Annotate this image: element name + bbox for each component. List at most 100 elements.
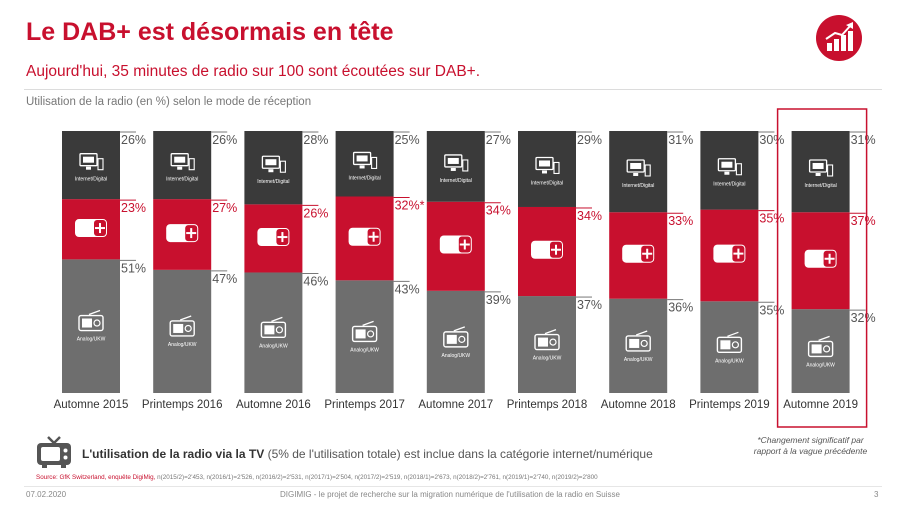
value-label: 35% [759, 303, 784, 317]
computer-icon [261, 155, 286, 173]
value-label: 29% [577, 133, 602, 147]
dab-logo-icon [439, 235, 472, 254]
series-caption: Analog/UKW [441, 353, 470, 359]
tv-note-bold: L'utilisation de la radio via la TV [82, 447, 265, 461]
value-label: 37% [577, 298, 602, 312]
category-label: Automne 2016 [236, 399, 311, 411]
computer-icon [444, 154, 469, 172]
radio-icon [169, 315, 195, 337]
value-label: 51% [121, 261, 146, 275]
series-caption: Analog/UKW [77, 337, 106, 343]
computer-icon [808, 159, 834, 177]
series-caption: Analog/UKW [715, 358, 744, 364]
series-caption: Analog/UKW [624, 357, 653, 363]
title-divider [24, 89, 882, 90]
series-caption: Analog/UKW [168, 342, 197, 348]
computer-icon [717, 158, 742, 176]
dab-logo-icon [804, 249, 837, 268]
category-label: Automne 2019 [783, 399, 858, 411]
source-note: Source: GfK Switzerland, enquête DigiMig… [36, 474, 598, 481]
series-caption: Internet/Digital [713, 182, 745, 188]
value-label: 37% [851, 214, 876, 228]
series-caption: Analog/UKW [350, 347, 379, 353]
series-caption: Analog/UKW [533, 356, 562, 362]
bar-group: Analog/UKW 36% 33% Internet/Digital 31% Autom… [601, 131, 693, 411]
growth-chart-logo-icon [815, 14, 863, 62]
dab-logo-icon [348, 227, 381, 246]
radio-icon [78, 309, 104, 332]
category-label: Automne 2017 [418, 399, 493, 411]
series-caption: Internet/Digital [804, 183, 836, 189]
value-label: 31% [851, 133, 876, 147]
value-label: 47% [212, 272, 237, 286]
computer-icon [170, 153, 195, 171]
computer-icon [79, 153, 104, 171]
value-label: 26% [212, 133, 237, 147]
tv-note: L'utilisation de la radio via la TV (5% … [36, 435, 653, 474]
series-caption: Internet/Digital [622, 183, 654, 189]
radio-icon [351, 320, 378, 343]
tv-note-text: L'utilisation de la radio via la TV (5% … [82, 447, 653, 461]
bar-group: Analog/UKW 39% 34% Internet/Digital 27% Autom… [418, 131, 511, 411]
bar-group: Analog/UKW 43% 32%* Internet/Digital 25% Prin… [324, 131, 425, 411]
series-caption: Internet/Digital [75, 177, 107, 183]
page-title: Le DAB+ est désormais en tête [26, 18, 394, 46]
category-label: Automne 2018 [601, 399, 676, 411]
dab-logo-icon [257, 228, 290, 247]
footer-date: 07.02.2020 [26, 490, 67, 499]
value-label: 27% [212, 201, 237, 215]
tv-icon [36, 435, 72, 474]
source-samples: n(2015/2)=2'453, n(2016/1)=2'526, n(2016… [155, 474, 598, 481]
value-label: 30% [759, 133, 784, 147]
radio-icon [716, 331, 743, 354]
bar-group: Analog/UKW 47% 27% Internet/Digital 26% Print… [142, 131, 237, 411]
value-label: 34% [577, 209, 602, 223]
significance-footnote: *Changement significatif par rapport à l… [753, 435, 868, 456]
series-caption: Internet/Digital [257, 179, 289, 185]
bar-segment-internet [335, 131, 394, 197]
computer-icon [352, 151, 378, 169]
category-label: Printemps 2019 [689, 399, 770, 411]
radio-icon [260, 316, 287, 339]
value-label: 33% [668, 214, 693, 228]
value-label: 32%* [395, 199, 425, 213]
series-caption: Internet/Digital [166, 177, 198, 183]
category-label: Printemps 2018 [507, 399, 588, 411]
bar-group: Analog/UKW 35% 35% Internet/Digital 30% Print… [689, 131, 784, 411]
series-caption: Internet/Digital [348, 175, 380, 181]
value-label: 46% [303, 274, 328, 288]
highlight-frame [776, 108, 868, 428]
value-label: 26% [303, 206, 328, 220]
bar-group: Analog/UKW 51% 23% Internet/Digital 26% Autom… [54, 131, 146, 411]
category-label: Printemps 2017 [324, 399, 405, 411]
computer-icon [535, 156, 560, 175]
footer-divider [24, 486, 882, 487]
value-label: 32% [851, 311, 876, 325]
footer-text: DIGIMIG - le projet de recherche sur la … [280, 490, 620, 499]
radio-icon [807, 335, 834, 358]
page-subtitle: Aujourd'hui, 35 minutes de radio sur 100… [26, 63, 481, 80]
series-caption: Analog/UKW [806, 362, 835, 368]
stacked-bar-chart: Analog/UKW 51% 23% Internet/Digital 26% Autom… [54, 108, 876, 428]
value-label: 43% [395, 282, 420, 296]
bar-group: Analog/UKW 32% 37% Internet/Digital 31% Autom… [783, 131, 876, 411]
value-label: 39% [486, 293, 511, 307]
radio-icon [625, 330, 651, 352]
value-label: 31% [668, 133, 693, 147]
dab-logo-icon [166, 224, 199, 243]
series-caption: Internet/Digital [531, 180, 563, 186]
value-label: 26% [121, 133, 146, 147]
category-label: Printemps 2016 [142, 399, 223, 411]
value-label: 28% [303, 133, 328, 147]
value-label: 35% [759, 212, 784, 226]
dab-logo-icon [75, 219, 107, 238]
computer-icon [626, 159, 651, 177]
source-lead: Source: GfK Switzerland, enquête DigiMig… [36, 474, 156, 481]
page-number: 3 [874, 490, 879, 499]
tv-note-rest: (5% de l'utilisation totale) est inclue … [264, 447, 653, 461]
category-label: Automne 2015 [54, 399, 129, 411]
series-caption: Analog/UKW [259, 343, 288, 349]
dab-logo-icon [713, 244, 746, 263]
chart-label: Utilisation de la radio (en %) selon le … [26, 96, 312, 108]
series-caption: Internet/Digital [440, 178, 472, 184]
